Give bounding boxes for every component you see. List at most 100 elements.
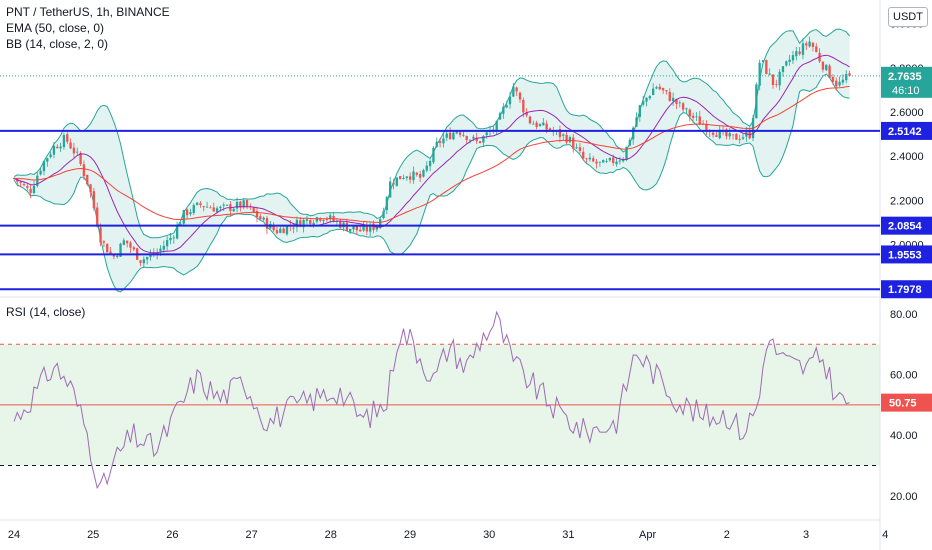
candle-body[interactable] (185, 209, 189, 216)
candle-body[interactable] (345, 222, 349, 231)
candle-body[interactable] (119, 243, 122, 257)
candle-body[interactable] (275, 230, 279, 234)
symbol-legend[interactable]: PNT / TetherUS, 1h, BINANCE (6, 5, 170, 19)
candle-body[interactable] (215, 208, 219, 213)
candle-body[interactable] (462, 135, 465, 136)
candle-body[interactable] (352, 226, 355, 230)
candle-body[interactable] (139, 260, 142, 263)
candle-body[interactable] (362, 226, 365, 231)
candle-body[interactable] (515, 87, 518, 92)
candle-body[interactable] (508, 96, 512, 105)
candle-body[interactable] (538, 124, 542, 127)
candle-body[interactable] (608, 157, 612, 161)
candle-body[interactable] (355, 226, 359, 231)
candle-body[interactable] (598, 161, 602, 163)
candle-body[interactable] (209, 207, 212, 209)
candle-body[interactable] (299, 220, 302, 227)
candle-body[interactable] (635, 117, 638, 127)
candle-body[interactable] (242, 200, 245, 208)
candle-body[interactable] (535, 122, 538, 128)
candle-body[interactable] (642, 100, 645, 105)
candle-body[interactable] (485, 132, 488, 136)
candle-body[interactable] (92, 191, 96, 209)
candle-body[interactable] (558, 129, 562, 137)
candle-body[interactable] (165, 240, 169, 247)
candle-body[interactable] (811, 42, 815, 47)
candle-body[interactable] (122, 240, 126, 245)
candle-body[interactable] (412, 171, 415, 181)
candle-body[interactable] (582, 151, 585, 159)
candle-body[interactable] (442, 138, 445, 144)
candle-body[interactable] (69, 142, 72, 149)
horizontal-levels[interactable] (0, 75, 880, 291)
candle-body[interactable] (408, 176, 412, 180)
candle-body[interactable] (572, 137, 575, 149)
candle-body[interactable] (142, 259, 145, 264)
candle-body[interactable] (329, 215, 332, 220)
candle-body[interactable] (788, 59, 791, 62)
candle-body[interactable] (468, 139, 472, 141)
candle-body[interactable] (189, 212, 192, 215)
candle-body[interactable] (588, 157, 592, 160)
candle-body[interactable] (688, 109, 691, 117)
candle-body[interactable] (29, 188, 32, 193)
candle-body[interactable] (192, 205, 195, 213)
candle-body[interactable] (805, 43, 808, 46)
candle-body[interactable] (618, 160, 622, 162)
candle-body[interactable] (19, 181, 22, 183)
candle-body[interactable] (162, 245, 165, 250)
candle-body[interactable] (725, 129, 728, 137)
candle-body[interactable] (422, 170, 425, 177)
candle-body[interactable] (126, 240, 129, 244)
candle-body[interactable] (548, 128, 552, 131)
candle-body[interactable] (542, 122, 545, 126)
candle-body[interactable] (89, 184, 92, 193)
candle-body[interactable] (315, 217, 319, 222)
candle-body[interactable] (49, 154, 52, 158)
candle-body[interactable] (32, 186, 36, 194)
candle-body[interactable] (339, 221, 342, 228)
candle-body[interactable] (175, 225, 179, 239)
candle-body[interactable] (312, 222, 315, 225)
candle-body[interactable] (445, 133, 448, 138)
candle-body[interactable] (279, 228, 282, 233)
candle-body[interactable] (369, 224, 372, 232)
candle-body[interactable] (109, 251, 112, 254)
candle-body[interactable] (225, 204, 229, 206)
candle-body[interactable] (282, 228, 285, 234)
candle-body[interactable] (771, 74, 775, 85)
candle-body[interactable] (405, 176, 408, 179)
candle-body[interactable] (768, 73, 771, 75)
candle-body[interactable] (612, 157, 615, 163)
candle-body[interactable] (159, 248, 162, 252)
candle-body[interactable] (671, 97, 675, 102)
candle-body[interactable] (116, 255, 119, 257)
candle-body[interactable] (265, 218, 269, 229)
candle-body[interactable] (658, 86, 661, 90)
candle-body[interactable] (781, 66, 785, 73)
candle-body[interactable] (182, 209, 185, 224)
candle-body[interactable] (428, 160, 432, 167)
candle-body[interactable] (359, 229, 362, 232)
candle-body[interactable] (592, 158, 595, 162)
candle-body[interactable] (26, 185, 29, 188)
candle-body[interactable] (385, 197, 389, 211)
candle-body[interactable] (605, 160, 608, 162)
candle-body[interactable] (259, 216, 262, 220)
candle-body[interactable] (435, 141, 438, 147)
candle-body[interactable] (595, 161, 598, 164)
candle-body[interactable] (798, 51, 801, 55)
candle-body[interactable] (322, 220, 325, 222)
candle-body[interactable] (718, 129, 721, 139)
candle-body[interactable] (145, 257, 149, 260)
candle-body[interactable] (415, 172, 418, 175)
candle-body[interactable] (472, 136, 475, 139)
candle-body[interactable] (665, 90, 668, 92)
candle-body[interactable] (562, 134, 565, 136)
candle-body[interactable] (219, 206, 222, 209)
candle-body[interactable] (651, 88, 655, 96)
candle-body[interactable] (655, 87, 658, 89)
candle-body[interactable] (86, 174, 89, 185)
candle-body[interactable] (452, 132, 455, 140)
